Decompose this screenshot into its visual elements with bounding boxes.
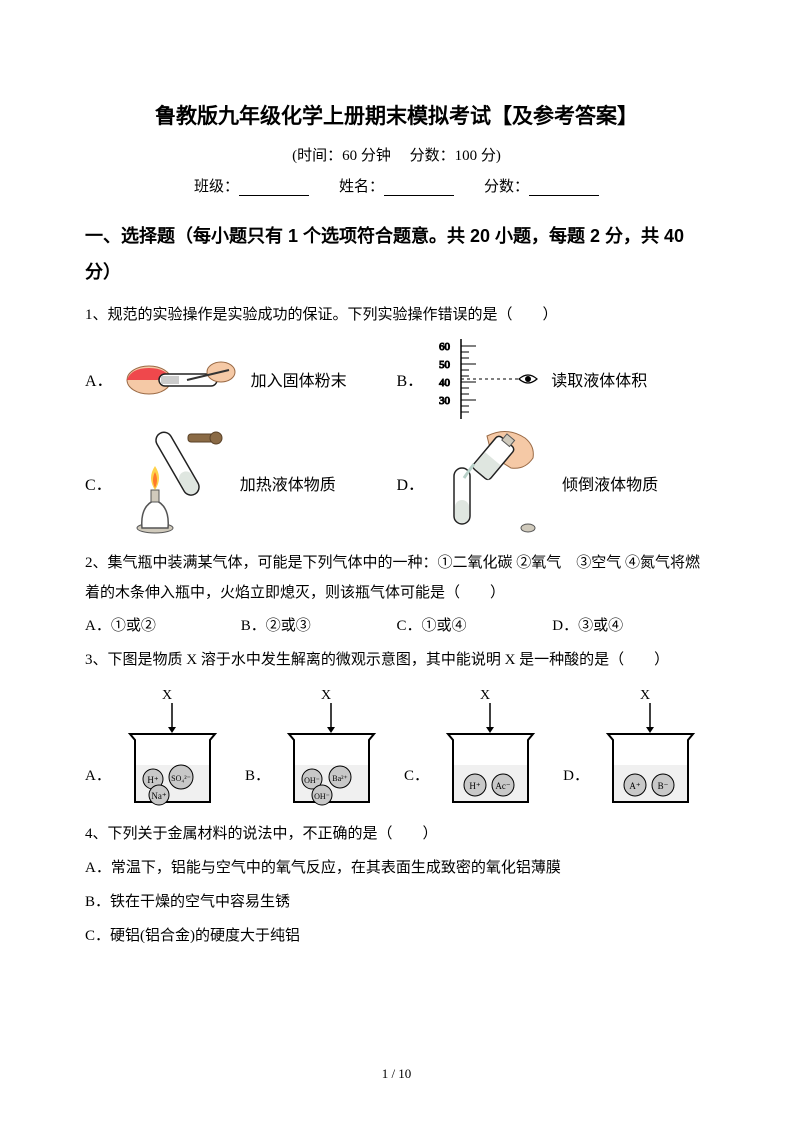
q1-a-label: A． [85,367,113,391]
read-volume-icon: 60 50 40 30 [431,334,541,424]
meta-line: (时间：60 分钟 分数：100 分) [85,144,708,165]
name-label: 姓名： [339,179,384,195]
fill-line: 班级： 姓名： 分数： [85,175,708,196]
q3-b-label: B． [245,764,270,785]
section-1-header: 一、选择题（每小题只有 1 个选项符合题意。共 20 小题，每题 2 分，共 4… [85,218,708,290]
svg-text:Ac⁻: Ac⁻ [495,781,510,791]
beaker-b-icon: X OH⁻ Ba²⁺ OH⁻ [274,685,389,815]
q3-a-label: A． [85,764,111,785]
svg-text:H⁺: H⁺ [469,781,480,791]
svg-text:30: 30 [439,395,451,407]
beaker-d-icon: X A⁺ B⁻ [593,685,708,815]
q1-b-text: 读取液体体积 [551,367,647,391]
add-powder-icon [121,352,241,407]
q4-stem: 4、下列关于金属材料的说法中，不正确的是（ ） [85,819,708,849]
score-blank [529,179,599,196]
beaker-c-icon: X H⁺ Ac⁻ [433,685,548,815]
exam-page: 鲁教版九年级化学上册期末模拟考试【及参考答案】 (时间：60 分钟 分数：100… [0,0,793,1122]
svg-text:X: X [321,688,331,703]
svg-text:50: 50 [439,359,451,371]
svg-text:X: X [480,688,490,703]
pour-liquid-icon [432,428,552,538]
class-label: 班级： [194,179,239,195]
q2-options: A．①或② B．②或③ C．①或④ D．③或④ [85,612,708,641]
q2-d: D．③或④ [552,612,708,641]
q4-a: A．常温下，铝能与空气中的氧气反应，在其表面生成致密的氧化铝薄膜 [85,853,708,883]
svg-text:OH⁻: OH⁻ [314,792,330,801]
q2-c: C．①或④ [397,612,553,641]
q2-a: A．①或② [85,612,241,641]
score-blank-label: 分数： [484,179,529,195]
class-blank [239,179,309,196]
q1-c-text: 加热液体物质 [240,471,336,495]
q4-c: C．硬铝(铝合金)的硬度大于纯铝 [85,921,708,951]
name-blank [384,179,454,196]
q1-stem: 1、规范的实验操作是实验成功的保证。下列实验操作错误的是（ ） [85,300,708,330]
q2-stem: 2、集气瓶中装满某气体，可能是下列气体中的一种：①二氧化碳 ②氧气 ③空气 ④氮… [85,548,708,608]
q1-c-label: C． [85,471,112,495]
beaker-a-icon: X H⁺ SO₄²⁻ Na⁺ [115,685,230,815]
q1-row-cd: C． [85,428,708,538]
q1-a-text: 加入固体粉末 [251,367,347,391]
svg-text:B⁻: B⁻ [658,781,669,791]
svg-text:40: 40 [439,377,451,389]
svg-text:Ba²⁺: Ba²⁺ [332,774,348,783]
score-label: 分数：100 分) [410,148,501,164]
q1-a-figure [121,352,241,407]
q1-b-label: B． [397,367,424,391]
q1-c-figure [120,428,230,538]
svg-text:X: X [162,688,172,703]
page-title: 鲁教版九年级化学上册期末模拟考试【及参考答案】 [85,100,708,130]
page-number: 1 / 10 [0,1066,793,1082]
q3-c-label: C． [404,764,429,785]
heat-liquid-icon [120,428,230,538]
svg-text:60: 60 [439,341,451,353]
q3-stem: 3、下图是物质 X 溶于水中发生解离的微观示意图，其中能说明 X 是一种酸的是（… [85,645,708,675]
q1-d-figure [432,428,552,538]
svg-text:SO₄²⁻: SO₄²⁻ [171,774,191,783]
q3-figures: A． X H⁺ SO₄²⁻ Na⁺ B． X OH⁻ Ba² [85,685,708,815]
q3-d-label: D． [563,764,589,785]
svg-text:A⁺: A⁺ [629,781,640,791]
svg-text:H⁺: H⁺ [147,775,158,785]
q1-d-text: 倾倒液体物质 [562,471,658,495]
svg-text:OH⁻: OH⁻ [304,776,320,785]
q1-d-label: D． [397,471,425,495]
q4-b: B．铁在干燥的空气中容易生锈 [85,887,708,917]
svg-text:X: X [640,688,650,703]
q1-b-figure: 60 50 40 30 [431,334,541,424]
svg-text:Na⁺: Na⁺ [151,791,166,801]
q1-row-ab: A． 加入固体粉末 B． [85,334,708,424]
time-label: (时间：60 分钟 [292,148,391,164]
q2-b: B．②或③ [241,612,397,641]
